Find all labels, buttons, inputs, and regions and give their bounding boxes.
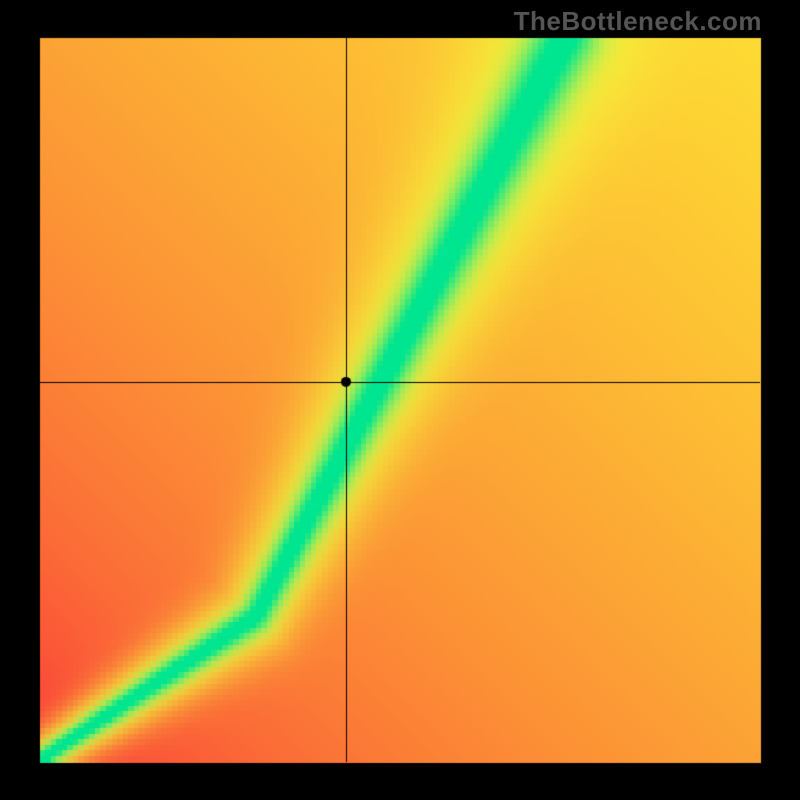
- bottleneck-heatmap: [0, 0, 800, 800]
- chart-container: TheBottleneck.com: [0, 0, 800, 800]
- watermark-text: TheBottleneck.com: [514, 6, 762, 37]
